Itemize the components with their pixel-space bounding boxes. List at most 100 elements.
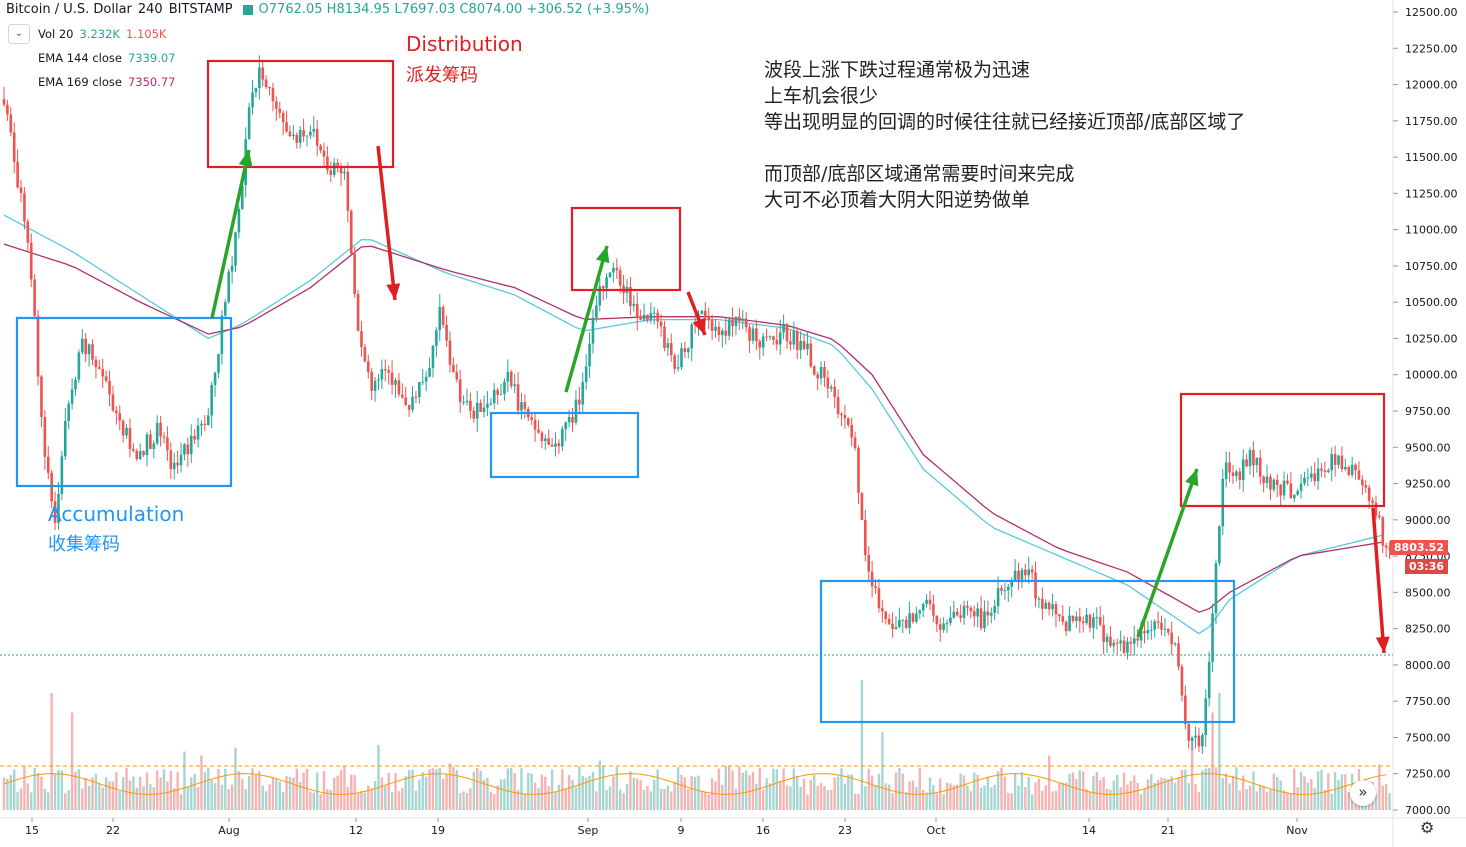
volume-bar: [397, 791, 401, 810]
candle-body: [1047, 602, 1051, 610]
candle-body: [1320, 468, 1323, 471]
candle-body: [309, 131, 312, 136]
candle-body: [714, 326, 717, 331]
volume-bar: [411, 769, 414, 810]
volume-legend[interactable]: Vol 20 3.232K 1.105K: [38, 27, 166, 41]
volume-bar: [898, 767, 901, 810]
candle-body: [646, 314, 649, 321]
volume-bar: [404, 776, 407, 810]
time-tick-label: 14: [1082, 824, 1096, 837]
volume-bar: [455, 770, 458, 810]
volume-bar: [550, 769, 554, 810]
candle-body: [1357, 470, 1361, 480]
volume-bar: [1316, 771, 1320, 810]
candle-body: [407, 404, 411, 410]
candle-body: [537, 429, 540, 433]
candle-body: [707, 316, 711, 321]
volume-label: Vol 20: [38, 27, 74, 41]
candle-body: [1068, 615, 1071, 632]
candle-body: [1024, 569, 1027, 576]
volume-bar: [520, 767, 523, 810]
candle-body: [1221, 478, 1225, 527]
volume-bar: [792, 768, 796, 810]
volume-bar: [1027, 777, 1030, 810]
candle-body: [63, 420, 67, 457]
candle-body: [77, 352, 81, 380]
candle-body: [343, 171, 346, 174]
volume-bar: [789, 786, 792, 810]
candle-body: [353, 253, 356, 294]
volume-bar: [1269, 789, 1272, 810]
volume-bar: [329, 789, 333, 810]
volume-bar: [458, 793, 462, 810]
volume-bar: [908, 781, 911, 810]
volume-bar: [785, 785, 789, 810]
candle-body: [6, 104, 9, 115]
candle-body: [564, 422, 568, 430]
volume-bar: [683, 777, 687, 810]
volume-bar: [1296, 787, 1299, 810]
volume-bar: [1064, 782, 1068, 810]
volume-bar: [1184, 769, 1187, 810]
candle-body: [503, 381, 506, 394]
volume-bar: [373, 781, 377, 810]
volume-bar: [1313, 788, 1316, 810]
price-tick-label: 7750.00: [1405, 695, 1451, 708]
volume-bar: [367, 785, 370, 810]
interval-label[interactable]: 240: [137, 2, 163, 17]
candle-body: [989, 612, 993, 616]
volume-bar: [1190, 738, 1194, 810]
collapse-indicators-button[interactable]: ⌄: [8, 24, 30, 44]
candle-body: [894, 626, 898, 630]
volume-bar: [258, 770, 261, 810]
volume-bar: [761, 789, 765, 810]
volume-bar: [1187, 783, 1190, 810]
volume-bar: [302, 772, 305, 810]
candle-body: [166, 437, 169, 451]
candle-body: [785, 323, 789, 342]
volume-bar: [809, 779, 813, 810]
candle-body: [540, 432, 544, 441]
candle-body: [979, 608, 983, 629]
distribution-box-3: [1179, 392, 1386, 508]
candle-body: [673, 355, 676, 369]
volume-bar: [1245, 789, 1248, 810]
candle-body: [1149, 629, 1153, 631]
candle-body: [806, 343, 809, 350]
volume-bar: [1007, 792, 1010, 810]
candle-body: [445, 324, 448, 341]
ema169-legend[interactable]: EMA 169 close 7350.77: [38, 75, 176, 89]
candle-body: [1051, 604, 1054, 610]
candle-body: [1156, 621, 1160, 623]
volume-bar: [1228, 783, 1231, 810]
candle-body: [152, 443, 156, 449]
candle-body: [67, 403, 70, 421]
volume-bar: [843, 783, 847, 810]
note-line-4: 而顶部/底部区域通常需要时间来完成: [764, 163, 1075, 185]
volume-bar: [230, 784, 234, 810]
candle-body: [247, 107, 251, 140]
ema144-legend[interactable]: EMA 144 close 7339.07: [38, 51, 176, 65]
candle-body: [132, 449, 135, 451]
candle-body: [29, 242, 33, 280]
volume-bar: [482, 779, 486, 810]
scroll-to-realtime-button[interactable]: »: [1350, 780, 1376, 806]
candle-body: [101, 368, 105, 377]
candle-body: [1214, 563, 1218, 614]
symbol-name[interactable]: Bitcoin / U.S. Dollar: [6, 2, 132, 17]
candle-body: [1275, 479, 1279, 485]
gear-icon[interactable]: ⚙: [1420, 818, 1435, 837]
volume-bar: [421, 772, 424, 810]
volume-bar: [247, 776, 251, 810]
candle-body: [506, 371, 510, 382]
volume-bar: [1058, 783, 1061, 810]
volume-bar: [1262, 787, 1265, 810]
volume-bar: [418, 779, 421, 810]
candle-body: [404, 397, 408, 405]
volume-bar: [741, 772, 744, 810]
candle-body: [721, 330, 724, 336]
candle-body: [322, 150, 326, 157]
volume-bar: [618, 789, 622, 810]
